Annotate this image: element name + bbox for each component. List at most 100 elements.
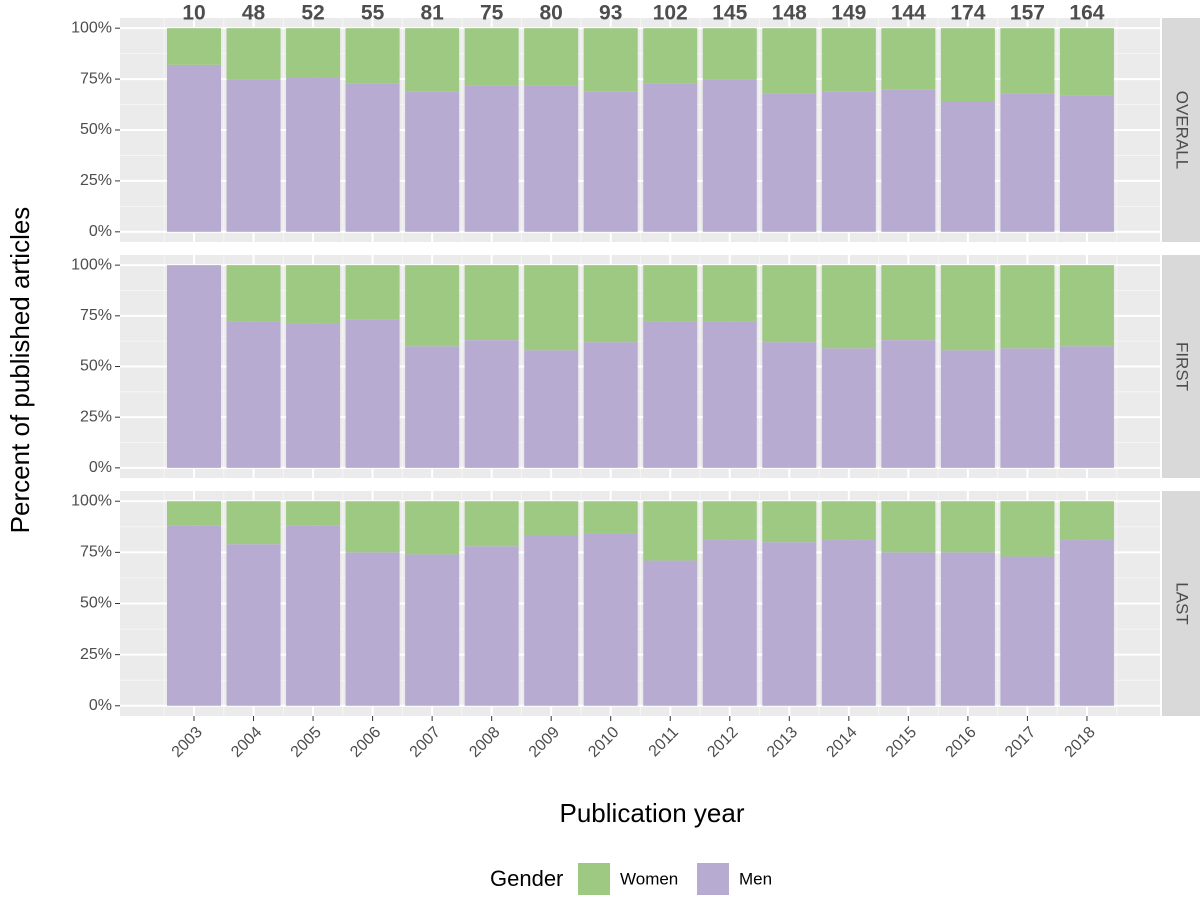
bar-segment	[1000, 28, 1055, 94]
bar-segment	[702, 540, 757, 706]
x-tick-label: 2013	[764, 724, 801, 761]
bar-segment	[524, 85, 579, 232]
bar-segment	[643, 83, 698, 232]
bar-segment	[524, 265, 579, 351]
bar-segment	[643, 321, 698, 468]
bar-segment	[643, 28, 698, 84]
x-tick-label: 2005	[288, 724, 325, 761]
bar-segment	[286, 525, 341, 706]
legend-label: Men	[739, 869, 772, 888]
bar-segment	[940, 101, 995, 232]
total-label: 164	[1069, 2, 1104, 25]
bar-segment	[881, 552, 936, 706]
x-tick-label: 2007	[407, 724, 444, 761]
bar-segment	[1000, 265, 1055, 349]
bar-segment	[762, 542, 817, 706]
bar-segment	[1059, 95, 1114, 232]
y-axis-label: Percent of published articles	[5, 207, 35, 534]
bar-segment	[226, 321, 281, 468]
bar-segment	[226, 265, 281, 322]
bar-segment	[821, 501, 876, 541]
total-label: 55	[361, 2, 385, 25]
bar-segment	[226, 544, 281, 706]
bar-segment	[1059, 28, 1114, 96]
bar-segment	[464, 28, 519, 86]
total-label: 48	[242, 2, 266, 25]
x-tick-label: 2016	[943, 724, 980, 761]
bar-segment	[643, 501, 698, 561]
bar-segment	[702, 321, 757, 468]
total-label: 75	[480, 2, 504, 25]
bar-segment	[1059, 540, 1114, 706]
bar-segment	[345, 552, 400, 706]
bar-segment	[286, 501, 341, 526]
legend-swatch	[578, 863, 610, 895]
bar-segment	[583, 28, 638, 92]
bar-segment	[1059, 265, 1114, 347]
total-label: 102	[653, 2, 688, 25]
bar-segment	[583, 533, 638, 706]
bar-segment	[167, 525, 221, 706]
bar-segment	[821, 265, 876, 349]
total-label: 80	[540, 2, 563, 25]
x-tick-label: 2003	[169, 724, 206, 761]
x-tick-label: 2011	[646, 724, 682, 760]
x-tick-label: 2010	[585, 724, 622, 761]
y-tick-label: 25%	[80, 172, 112, 189]
bar-segment	[405, 28, 460, 92]
bar-segment	[821, 348, 876, 468]
bar-segment	[643, 560, 698, 706]
bar-segment	[940, 350, 995, 468]
bar-segment	[583, 501, 638, 534]
x-axis-label: Publication year	[560, 798, 745, 828]
total-label: 149	[831, 2, 866, 25]
x-tick-label: 2015	[883, 724, 920, 761]
bar-segment	[762, 342, 817, 468]
bar-segment	[702, 79, 757, 232]
bar-segment	[762, 28, 817, 94]
bar-segment	[643, 265, 698, 322]
bar-segment	[464, 85, 519, 232]
bar-segment	[1059, 346, 1114, 468]
y-tick-label: 75%	[80, 307, 112, 324]
y-tick-label: 25%	[80, 408, 112, 425]
total-label: 52	[301, 2, 324, 25]
bar-segment	[940, 265, 995, 351]
bar-segment	[405, 554, 460, 706]
bar-segment	[1000, 348, 1055, 468]
bar-segment	[167, 265, 221, 468]
facet-strip	[1162, 491, 1200, 716]
bar-segment	[345, 28, 400, 84]
y-tick-label: 75%	[80, 544, 112, 561]
bar-segment	[702, 265, 757, 322]
bar-segment	[1000, 501, 1055, 557]
bar-segment	[762, 501, 817, 543]
bar-segment	[345, 319, 400, 468]
bar-segment	[345, 83, 400, 232]
bar-segment	[345, 501, 400, 553]
x-tick-label: 2009	[526, 724, 563, 761]
total-label: 144	[891, 2, 926, 25]
bar-segment	[167, 64, 221, 232]
bar-segment	[1059, 501, 1114, 541]
bar-segment	[821, 91, 876, 232]
bar-segment	[583, 342, 638, 468]
total-label: 145	[712, 2, 747, 25]
bar-segment	[524, 501, 579, 536]
facet-strip	[1162, 18, 1200, 242]
x-tick-label: 2006	[347, 724, 384, 761]
total-label: 174	[950, 2, 985, 25]
bar-segment	[702, 28, 757, 80]
bar-segment	[286, 265, 341, 324]
bar-segment	[405, 501, 460, 555]
bar-segment	[226, 28, 281, 80]
bar-segment	[286, 28, 341, 78]
bar-segment	[286, 77, 341, 232]
bar-segment	[524, 536, 579, 706]
bar-segment	[583, 265, 638, 343]
facet-label: OVERALL	[1173, 91, 1192, 169]
bar-segment	[940, 28, 995, 102]
bar-segment	[524, 350, 579, 468]
y-tick-label: 75%	[80, 70, 112, 87]
